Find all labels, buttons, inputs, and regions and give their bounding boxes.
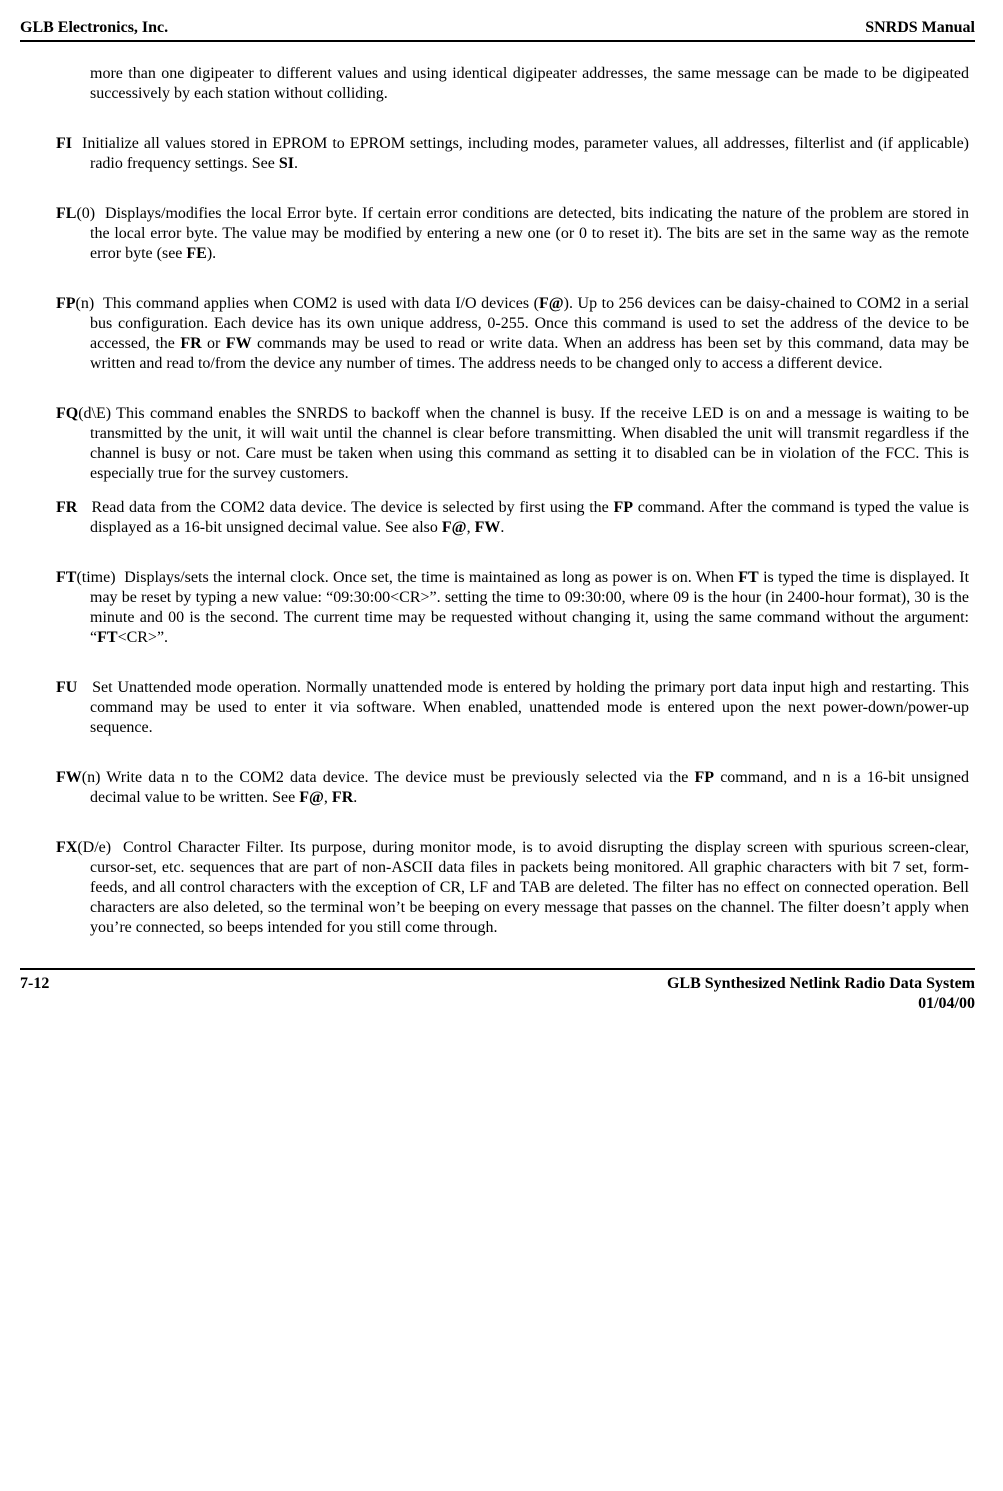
cmd-fi: FI [56,135,72,152]
cmd-fr: FR [56,499,77,516]
fi-ref-si: SI [279,155,294,172]
fq-arg: (d\E) [78,405,111,422]
fp-body-c: or [202,335,226,352]
fr-body-c: , [467,519,475,536]
entry-fx: FX(D/e) Control Character Filter. Its pu… [56,838,969,938]
page-header: GLB Electronics, Inc. SNRDS Manual [20,18,975,42]
fr-ref-fw: FW [475,519,501,536]
header-company: GLB Electronics, Inc. [20,18,168,38]
footer-right: GLB Synthesized Netlink Radio Data Syste… [667,974,975,1014]
fp-body-a: This command applies when COM2 is used w… [103,295,539,312]
page-footer: 7-12 GLB Synthesized Netlink Radio Data … [20,974,975,1014]
fp-ref-fat: F@ [539,295,564,312]
fw-body-d: . [353,789,357,806]
cmd-ft: FT [56,569,76,586]
entry-fw: FW(n) Write data n to the COM2 data devi… [56,768,969,808]
fr-body-a: Read data from the COM2 data device. The… [91,499,613,516]
ft-arg: (time) [76,569,115,586]
cmd-fu: FU [56,679,77,696]
fx-arg: (D/e) [77,839,111,856]
fw-body-c: , [324,789,332,806]
cmd-fq: FQ [56,405,78,422]
intro-text: more than one digipeater to different va… [90,65,969,102]
fx-body-a: Control Character Filter. Its purpose, d… [90,839,969,936]
ft-ref-ft1: FT [738,569,758,586]
header-manual: SNRDS Manual [865,18,975,38]
fw-ref-fp: FP [695,769,715,786]
entry-fu: FU Set Unattended mode operation. Normal… [56,678,969,738]
fi-body-b: . [294,155,298,172]
entry-fr: FR Read data from the COM2 data device. … [56,498,969,538]
fw-arg: (n) [82,769,101,786]
fl-body-a: Displays/modifies the local Error byte. … [90,205,969,262]
footer-rule [20,968,975,970]
entry-fi: FI Initialize all values stored in EPROM… [56,134,969,174]
footer-page-number: 7-12 [20,974,49,994]
cmd-fw: FW [56,769,82,786]
fw-ref-fat: F@ [299,789,324,806]
fl-body-b: ). [207,245,216,262]
ft-body-a: Displays/sets the internal clock. Once s… [124,569,738,586]
entry-fl: FL(0) Displays/modifies the local Error … [56,204,969,264]
intro-paragraph: more than one digipeater to different va… [56,64,969,104]
fu-body-a: Set Unattended mode operation. Normally … [90,679,969,736]
fw-body-a: Write data n to the COM2 data device. Th… [106,769,694,786]
footer-date: 01/04/00 [918,995,975,1012]
fl-ref-fe: FE [186,245,206,262]
fl-arg: (0) [76,205,95,222]
footer-product: GLB Synthesized Netlink Radio Data Syste… [667,975,975,992]
fr-ref-fp: FP [613,499,633,516]
page-content: more than one digipeater to different va… [20,64,975,938]
fp-arg: (n) [76,295,95,312]
fw-ref-fr: FR [332,789,353,806]
cmd-fp: FP [56,295,76,312]
cmd-fx: FX [56,839,77,856]
entry-ft: FT(time) Displays/sets the internal cloc… [56,568,969,648]
entry-fp: FP(n) This command applies when COM2 is … [56,294,969,374]
fq-body-a: This command enables the SNRDS to backof… [90,405,969,482]
ft-ref-ft2: FT [97,629,117,646]
fp-ref-fw: FW [226,335,252,352]
fp-ref-fr: FR [180,335,201,352]
ft-body-c: <CR>”. [118,629,169,646]
fi-body-a: Initialize all values stored in EPROM to… [82,135,969,172]
fr-ref-fat: F@ [442,519,467,536]
fr-body-d: . [500,519,504,536]
cmd-fl: FL [56,205,76,222]
entry-fq: FQ(d\E) This command enables the SNRDS t… [56,404,969,484]
